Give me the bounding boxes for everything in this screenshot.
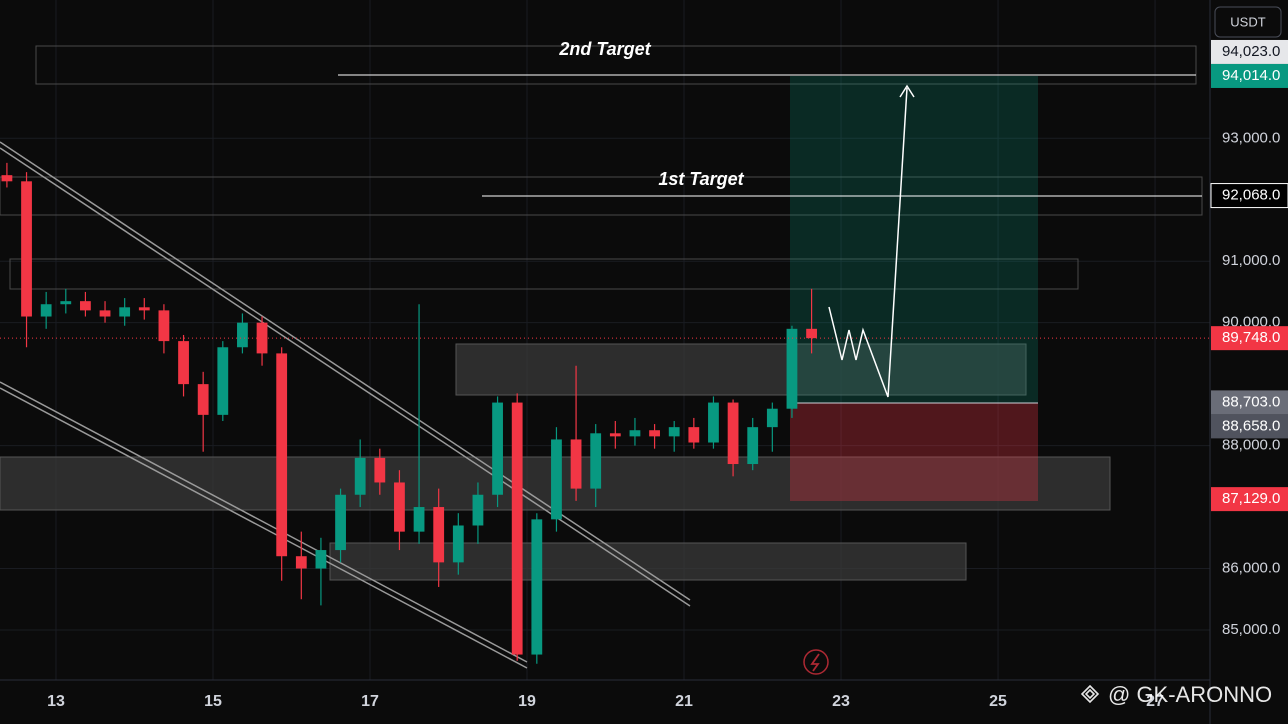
x-tick-label: 15 [204, 693, 222, 710]
arrow-head [899, 84, 915, 98]
support-zone [329, 542, 967, 581]
currency-button[interactable] [1214, 6, 1282, 38]
candle-body [276, 353, 288, 557]
candle-body [708, 402, 719, 443]
support-zone [455, 343, 1027, 396]
price-tag [1210, 183, 1288, 209]
candle-body [295, 556, 307, 569]
annotation: 2nd Target [558, 39, 651, 59]
candle-body [806, 328, 817, 339]
candle-body [315, 550, 327, 569]
target-zone [35, 45, 1197, 85]
candle-body [629, 430, 641, 437]
candle-body [237, 322, 248, 348]
x-tick-label: 21 [675, 693, 693, 710]
candle-body [158, 310, 170, 342]
watermark-logo [1080, 684, 1100, 704]
candle-body [551, 439, 562, 520]
channel-upper [0, 141, 691, 601]
price-tag [1211, 326, 1288, 351]
x-tick-label: 17 [361, 693, 379, 710]
candle-body [80, 301, 91, 311]
candle-body [649, 430, 660, 437]
axis-labels: 13 15 17 19 21 23 25 27 85,000.0 86,000.0 88,000.0… [47, 39, 1288, 710]
candle-body [786, 328, 798, 409]
channel-upper [0, 147, 691, 607]
candle-body [511, 402, 523, 655]
y-tick-label: 86,000.0 [1222, 559, 1280, 576]
candle-body [452, 525, 464, 563]
candle-body [531, 519, 543, 655]
candle-body [335, 494, 346, 551]
candle-body [178, 341, 189, 385]
profit-zone [790, 76, 1038, 403]
candle-body [688, 427, 700, 443]
alert-icon-bolt [810, 653, 820, 672]
candles [0, 162, 1210, 664]
price-tag [1211, 39, 1288, 64]
y-tick-label: 85,000.0 [1222, 621, 1280, 638]
candle-body [99, 310, 111, 317]
candle-body [354, 457, 366, 495]
channel [0, 141, 691, 669]
price-tag-label: 88,658.0 [1222, 417, 1280, 434]
alert-icon[interactable] [803, 649, 829, 675]
candle-body [747, 427, 759, 465]
stop-zone [790, 403, 1038, 501]
candle-body [413, 507, 425, 532]
price-tag [1211, 487, 1288, 512]
y-tick-label: 88,000.0 [1222, 437, 1280, 454]
candle-body [609, 433, 621, 437]
price-tag [1211, 414, 1288, 439]
candle-body [197, 384, 209, 415]
x-tick-label: 27 [1146, 693, 1164, 710]
price-tag [1211, 390, 1288, 415]
candle-body [766, 408, 778, 428]
candle-body [668, 427, 680, 437]
candle-body [433, 507, 445, 563]
x-tick-label: 19 [518, 693, 536, 710]
price-tag-label: 94,014.0 [1222, 67, 1280, 84]
candle-body [1, 175, 13, 182]
watermark: @ GK-ARONNO [1108, 682, 1272, 707]
price-tag-label: 89,748.0 [1222, 329, 1280, 346]
candle-body [394, 482, 405, 532]
candle-body [256, 322, 268, 354]
projection [828, 87, 908, 398]
price-tag-label: 92,068.0 [1222, 187, 1280, 204]
candle-body [590, 433, 602, 489]
annotation: 1st Target [658, 169, 744, 189]
candle-body [138, 307, 150, 311]
channel-lower [0, 381, 528, 663]
channel-lower [0, 387, 528, 669]
candle-body [21, 181, 32, 317]
candle-body [40, 304, 52, 317]
price-tag-label: 88,703.0 [1222, 393, 1280, 410]
candle-body [727, 402, 739, 465]
candle-body [60, 301, 72, 305]
candle-body [119, 307, 131, 317]
candle-body [492, 402, 503, 495]
x-tick-label: 23 [832, 693, 850, 710]
price-tag [1211, 63, 1288, 88]
currency-label[interactable]: USDT [1230, 14, 1265, 29]
y-tick-label: 91,000.0 [1222, 252, 1280, 269]
candle-body [217, 347, 229, 415]
x-tick-label: 25 [989, 693, 1007, 710]
price-tag-label: 94,023.0 [1222, 43, 1280, 60]
price-tag-label: 87,129.0 [1222, 490, 1280, 507]
resistance-zone [9, 258, 1079, 290]
candle-body [570, 439, 582, 489]
candle-body [472, 494, 484, 526]
x-tick-label: 13 [47, 693, 65, 710]
y-tick-label: 93,000.0 [1222, 129, 1280, 146]
candle-body [374, 457, 386, 483]
